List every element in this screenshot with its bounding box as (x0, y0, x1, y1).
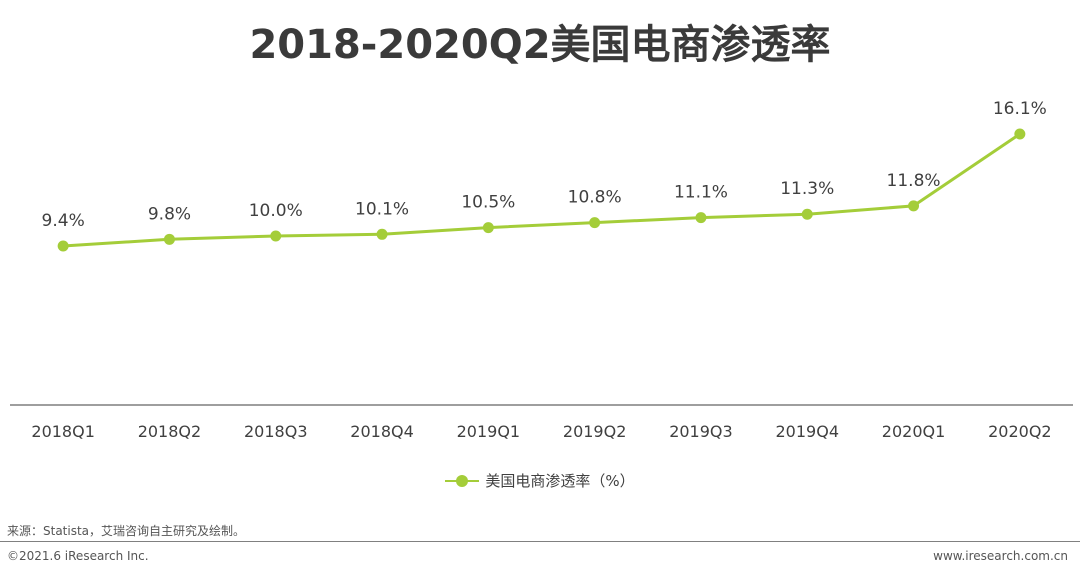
legend-marker (445, 474, 480, 488)
chart-title: 2018-2020Q2美国电商渗透率 (249, 22, 831, 68)
copyright: ©2021.6 iResearch Inc. (7, 549, 149, 563)
x-tick-label: 2018Q1 (31, 422, 95, 441)
series-line (63, 132, 1021, 248)
data-point (482, 222, 494, 234)
data-point (589, 217, 601, 229)
data-label: 16.1% (993, 99, 1047, 119)
x-tick-label: 2019Q3 (669, 422, 733, 441)
data-label: 11.1% (674, 183, 728, 203)
data-label: 10.5% (461, 193, 515, 213)
data-points (57, 128, 1026, 252)
data-label: 10.8% (568, 188, 622, 208)
x-tick-label: 2020Q2 (988, 422, 1052, 441)
data-point (908, 200, 920, 212)
x-tick-label: 2018Q3 (244, 422, 308, 441)
x-tick-label: 2019Q2 (563, 422, 627, 441)
data-point (695, 212, 707, 224)
legend: 美国电商渗透率（%） (0, 470, 1080, 491)
data-label: 11.8% (887, 171, 941, 191)
x-tick-label: 2019Q1 (457, 422, 521, 441)
data-point (801, 208, 813, 220)
x-tick-label: 2018Q2 (138, 422, 202, 441)
footer-divider (0, 541, 1080, 542)
website-link[interactable]: www.iresearch.com.cn (933, 549, 1068, 563)
data-label: 10.0% (249, 201, 303, 221)
data-label: 11.3% (780, 179, 834, 199)
data-label: 9.4% (42, 211, 85, 231)
legend-label: 美国电商渗透率（%） (485, 472, 635, 490)
x-tick-labels: 2018Q1 2018Q2 2018Q3 2018Q4 2019Q1 2019Q2 2019… (31, 422, 1051, 441)
source-note: 来源：Statista，艾瑞咨询自主研究及绘制。 (7, 524, 246, 538)
data-labels: 9.4% 9.8% 10.0% 10.1% 10.5% 10.8% 11.1% 11.3% 11… (42, 99, 1047, 231)
x-tick-label: 2020Q1 (882, 422, 946, 441)
data-point (57, 240, 69, 252)
data-point (1014, 128, 1026, 140)
x-tick-label: 2019Q4 (776, 422, 840, 441)
x-tick-label: 2018Q4 (350, 422, 414, 441)
data-point (376, 228, 388, 240)
data-label: 10.1% (355, 199, 409, 219)
data-point (163, 233, 175, 245)
data-label: 9.8% (148, 204, 191, 224)
data-point (270, 230, 282, 242)
